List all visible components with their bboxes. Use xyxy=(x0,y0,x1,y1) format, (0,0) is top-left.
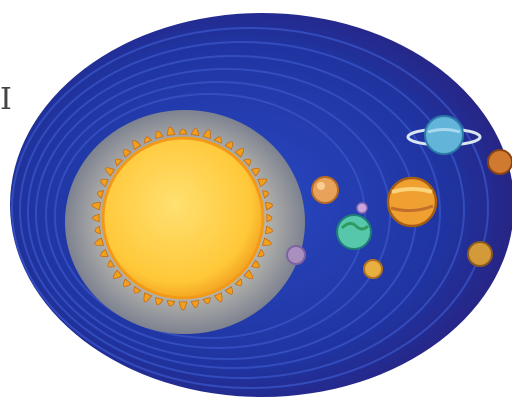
sun-ray xyxy=(144,136,153,144)
mercury-planet xyxy=(286,245,306,265)
sun-ray xyxy=(166,126,176,136)
sun-ray xyxy=(243,158,251,167)
jupiter-band xyxy=(390,204,434,213)
sun-ray xyxy=(224,285,233,295)
sun-ray xyxy=(243,269,254,280)
sun-ray xyxy=(234,278,243,286)
sun-ray xyxy=(250,259,260,268)
jupiter-band xyxy=(391,187,433,194)
saturn-band xyxy=(427,128,461,134)
sun-ray xyxy=(202,129,211,140)
orbit-ring xyxy=(19,41,465,379)
sun-ray xyxy=(202,296,211,304)
sun-ray xyxy=(213,292,223,303)
sun-ray xyxy=(122,278,132,288)
sun-ray xyxy=(100,178,109,188)
sun-ray xyxy=(257,178,268,188)
sun-ray xyxy=(122,148,132,158)
sun-ray xyxy=(266,213,273,223)
edge-text: I xyxy=(0,82,12,117)
saturn-planet xyxy=(424,115,464,155)
sun-ray xyxy=(234,147,245,158)
sun-ray xyxy=(250,168,260,177)
orbit-ring xyxy=(54,93,366,339)
sun-ray xyxy=(92,213,100,223)
sun-ray xyxy=(100,248,109,258)
sun-ray xyxy=(97,190,105,199)
sun-ray xyxy=(261,237,272,246)
uranus-planet xyxy=(487,149,512,175)
sun-ray xyxy=(257,248,265,257)
orbit-ring xyxy=(27,55,441,369)
moon xyxy=(356,202,368,214)
sun-ray xyxy=(261,190,269,199)
sun-ray xyxy=(105,167,116,177)
sun-ray xyxy=(265,225,273,235)
sun-ray xyxy=(178,301,188,311)
sun-ray xyxy=(178,128,188,135)
orbit-ring xyxy=(45,81,391,349)
sun-ray xyxy=(265,201,273,211)
jupiter-planet xyxy=(386,176,438,228)
sun xyxy=(101,136,265,300)
sun-ray xyxy=(190,128,200,136)
sun-ray xyxy=(133,285,142,294)
sun-ray xyxy=(155,296,164,306)
orbit-ring xyxy=(11,27,489,389)
venus-highlight xyxy=(317,182,325,190)
sun-ray xyxy=(190,300,200,308)
sun-rays xyxy=(91,126,273,311)
sun-ray xyxy=(143,292,153,303)
planets xyxy=(286,115,512,279)
sun-ray xyxy=(112,269,123,280)
sun-ray xyxy=(166,300,176,307)
sun-ray xyxy=(107,259,116,268)
sun-ray xyxy=(155,130,164,140)
sun-ray xyxy=(91,201,101,211)
neptune-planet xyxy=(467,241,493,267)
sun-ray xyxy=(94,225,101,235)
sun-ray xyxy=(94,237,105,246)
mars-planet xyxy=(363,259,383,279)
sun-ray xyxy=(132,140,142,151)
sun-ray xyxy=(115,158,123,167)
sun-ray xyxy=(213,136,222,144)
earth-land xyxy=(340,221,370,231)
sun-ray xyxy=(224,141,233,151)
venus-planet xyxy=(311,176,339,204)
earth-planet xyxy=(336,214,372,250)
